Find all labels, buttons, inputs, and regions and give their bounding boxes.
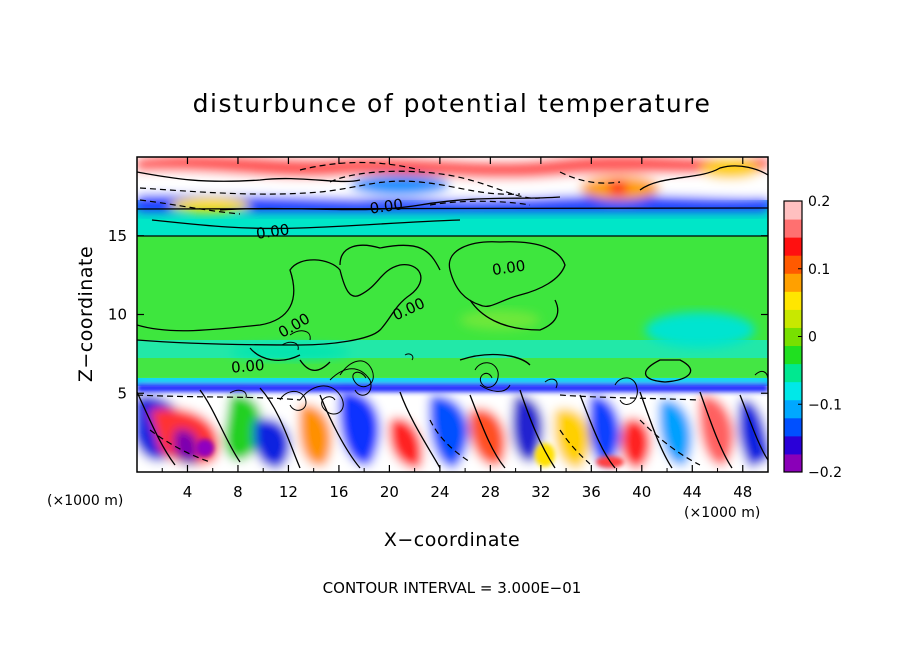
y-axis-label: Z−coordinate xyxy=(75,246,97,382)
colorbar-tick-label: −0.1 xyxy=(808,397,842,413)
contour-label: 0.00 xyxy=(369,195,405,217)
colorbar-swatch xyxy=(784,327,802,347)
x-tick-label: 16 xyxy=(329,483,348,501)
x-tick-label: 8 xyxy=(233,483,243,501)
x-tick-label: 24 xyxy=(430,483,449,501)
colorbar-swatch xyxy=(784,453,802,473)
x-tick-label: 28 xyxy=(481,483,500,501)
x-tick-label: 40 xyxy=(632,483,651,501)
colorbar xyxy=(783,200,803,473)
chart-title: disturbunce of potential temperature xyxy=(193,89,712,118)
colorbar-swatch xyxy=(784,237,802,256)
colorbar-swatch xyxy=(784,417,802,437)
colorbar-swatch xyxy=(784,201,802,220)
contour-label: 0.00 xyxy=(255,220,291,242)
x-tick-label: 36 xyxy=(582,483,601,501)
x-axis-label: X−coordinate xyxy=(384,529,520,551)
colorbar-swatch xyxy=(784,363,802,383)
colorbar-tick-label: 0.2 xyxy=(808,194,830,210)
y-tick-label: 5 xyxy=(117,384,127,402)
colorbar-ticks: 0.2 0.1 0 −0.1 −0.2 xyxy=(798,194,842,481)
x-tick-label: 20 xyxy=(380,483,399,501)
colorbar-swatch xyxy=(784,345,802,365)
colorbar-tick-label: 0 xyxy=(808,330,817,346)
x-tick-label: 4 xyxy=(183,483,193,501)
potential-temperature-field: 0.00 0.00 0.00 0.00 0.00 0.00 xyxy=(137,157,768,472)
y-axis: 5 10 15 xyxy=(108,227,768,402)
colorbar-swatch xyxy=(784,219,802,238)
colorbar-swatch xyxy=(784,309,802,328)
colorbar-swatch xyxy=(784,435,802,455)
contour-label: 0.00 xyxy=(491,257,527,279)
contour-interval-footer: CONTOUR INTERVAL = 3.000E−01 xyxy=(323,579,582,597)
colorbar-swatch xyxy=(784,381,802,401)
x-tick-label: 12 xyxy=(279,483,298,501)
y-tick-label: 15 xyxy=(108,227,127,245)
x-unit-right: (×1000 m) xyxy=(684,505,760,521)
x-tick-label: 32 xyxy=(531,483,550,501)
colorbar-swatch xyxy=(784,255,802,274)
colorbar-swatch xyxy=(784,399,802,419)
y-tick-label: 10 xyxy=(108,306,127,324)
colorbar-swatch xyxy=(784,291,802,310)
x-tick-label: 48 xyxy=(733,483,752,501)
x-unit-left: (×1000 m) xyxy=(47,493,123,509)
colorbar-tick-label: 0.1 xyxy=(808,262,830,278)
colorbar-swatch xyxy=(784,273,802,292)
x-axis: 4 8 12 16 20 24 28 32 36 40 44 48 xyxy=(161,157,752,501)
colorbar-tick-label: −0.2 xyxy=(808,465,842,481)
contour-label: 0.00 xyxy=(230,356,265,377)
x-tick-label: 44 xyxy=(683,483,702,501)
